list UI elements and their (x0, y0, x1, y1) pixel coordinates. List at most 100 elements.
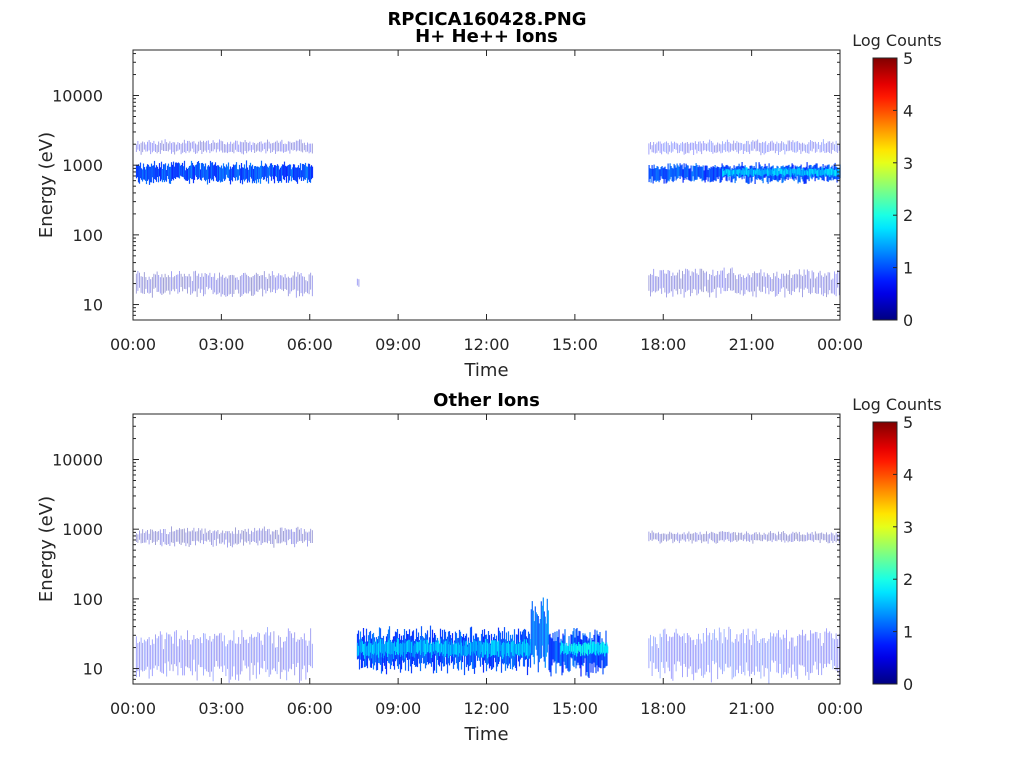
data-streak (183, 160, 186, 180)
x-tick-label: 18:00 (640, 335, 686, 354)
data-streak (416, 642, 419, 654)
data-streak (778, 277, 779, 294)
data-streak (672, 143, 674, 152)
data-streak (677, 532, 679, 542)
data-streak (750, 141, 752, 151)
data-streak (752, 631, 754, 672)
data-streak (811, 141, 813, 152)
data-streak (542, 597, 544, 657)
data-streak (804, 170, 806, 176)
data-streak (297, 639, 299, 663)
data-streak (270, 632, 272, 675)
data-streak (694, 141, 696, 150)
data-streak (598, 642, 600, 656)
data-streak (472, 635, 475, 669)
data-streak (506, 641, 509, 669)
data-streak (805, 633, 807, 676)
data-streak (835, 532, 837, 543)
data-streak (255, 166, 258, 184)
data-streak (249, 141, 251, 151)
data-streak (169, 532, 171, 546)
data-streak (241, 167, 244, 185)
data-streak (420, 639, 423, 654)
data-streak (177, 646, 179, 676)
data-streak (405, 641, 408, 654)
data-streak (207, 640, 209, 673)
data-streak (540, 601, 542, 659)
data-streak (140, 637, 142, 671)
data-streak (171, 164, 174, 180)
data-streak (307, 142, 308, 152)
data-streak (235, 162, 238, 178)
data-streak (148, 166, 151, 185)
data-streak (205, 169, 208, 180)
data-streak (549, 633, 551, 673)
data-streak (407, 639, 410, 652)
data-streak (670, 141, 672, 153)
data-streak (706, 271, 707, 292)
colorbar-gradient (872, 421, 898, 685)
data-streak (798, 269, 800, 293)
data-streak (721, 163, 723, 181)
data-streak (404, 638, 407, 671)
data-streak (442, 644, 445, 655)
data-streak (193, 527, 195, 542)
colorbar-tick-label: 4 (903, 101, 913, 120)
data-streak (257, 166, 260, 183)
data-streak (736, 169, 738, 174)
data-streak (797, 636, 799, 680)
data-streak (767, 168, 769, 176)
data-streak (435, 640, 438, 673)
data-streak (704, 272, 706, 287)
data-streak (794, 142, 795, 153)
data-streak (434, 641, 437, 651)
data-streak (297, 165, 300, 178)
data-streak (786, 629, 787, 675)
data-streak (698, 534, 699, 541)
data-streak (743, 168, 745, 177)
data-streak (731, 170, 733, 175)
data-streak (653, 268, 655, 292)
data-streak (311, 166, 314, 178)
data-streak (303, 142, 305, 151)
data-streak (233, 533, 235, 545)
data-streak (688, 143, 690, 154)
data-streak (290, 169, 293, 182)
data-streak (816, 632, 818, 670)
data-streak (453, 642, 456, 655)
data-streak (147, 280, 148, 293)
data-streak (262, 275, 264, 297)
data-streak (286, 165, 289, 177)
data-streak (781, 166, 783, 184)
data-streak (788, 168, 790, 175)
data-streak (383, 644, 386, 656)
data-streak (225, 164, 228, 175)
colorbar-tick-label: 2 (903, 206, 913, 225)
data-streak (726, 639, 728, 668)
data-streak (765, 276, 767, 294)
data-streak (195, 143, 196, 154)
data-streak (784, 637, 786, 673)
y-tick-label: 10000 (52, 87, 103, 106)
data-streak (769, 167, 771, 175)
data-streak (787, 535, 789, 543)
data-streak (279, 275, 281, 289)
data-streak (658, 141, 659, 151)
data-streak (196, 638, 198, 681)
data-streak (294, 531, 296, 548)
data-streak (595, 644, 597, 674)
data-streak (437, 644, 440, 665)
data-streak (761, 169, 763, 177)
colorbar-tick-label: 5 (903, 413, 913, 432)
data-streak (212, 531, 214, 547)
data-streak (358, 641, 361, 670)
data-streak (678, 534, 680, 544)
data-streak (749, 168, 751, 175)
data-streak (752, 534, 754, 544)
data-streak (179, 528, 180, 544)
data-streak (218, 166, 221, 181)
data-streak (196, 144, 198, 154)
data-streak (419, 639, 422, 655)
data-streak (763, 638, 765, 677)
